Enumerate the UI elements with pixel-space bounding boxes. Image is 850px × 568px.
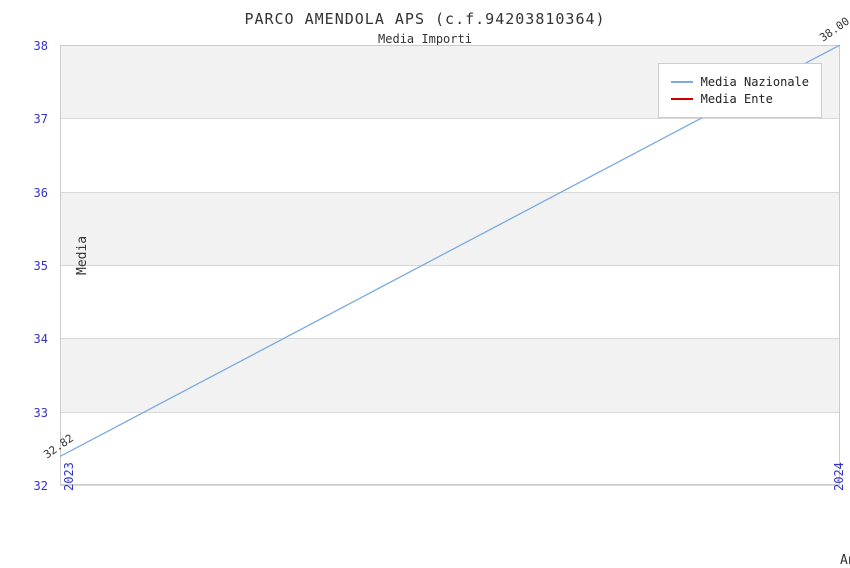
legend-item-media-ente[interactable]: Media Ente: [671, 92, 809, 106]
chart-subtitle: Media Importi: [0, 32, 850, 46]
y-tick-38: 38: [8, 39, 48, 53]
legend-label-media-ente: Media Ente: [701, 92, 773, 106]
x-axis-label: Anno: [840, 553, 850, 568]
legend-swatch-media-ente: [671, 98, 693, 100]
legend-item-media-nazionale[interactable]: Media Nazionale: [671, 75, 809, 89]
legend-swatch-media-nazionale: [671, 81, 693, 83]
gridline: [60, 485, 840, 486]
y-tick-32: 32: [8, 479, 48, 493]
chart-container: PARCO AMENDOLA APS (c.f.94203810364) Med…: [0, 0, 850, 550]
chart-title: PARCO AMENDOLA APS (c.f.94203810364): [0, 0, 850, 28]
y-axis-label: Media: [75, 236, 90, 275]
plot-area: 38 37 36 35 34 33 32 2023 2024 32.82 38.…: [60, 45, 840, 485]
y-tick-33: 33: [8, 406, 48, 420]
legend-label-media-nazionale: Media Nazionale: [701, 75, 809, 89]
legend[interactable]: Media Nazionale Media Ente: [658, 63, 822, 118]
y-tick-35: 35: [8, 259, 48, 273]
y-tick-37: 37: [8, 112, 48, 126]
y-tick-34: 34: [8, 332, 48, 346]
y-tick-36: 36: [8, 186, 48, 200]
